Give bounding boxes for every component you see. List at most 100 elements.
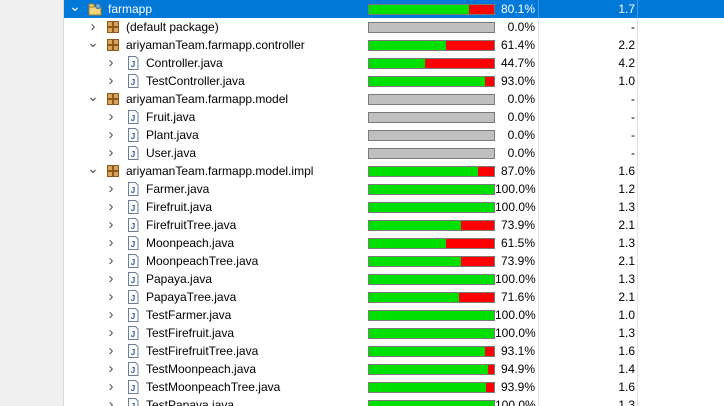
column-divider — [538, 252, 539, 270]
chevron-right-icon[interactable]: › — [108, 252, 114, 269]
complexity-value: 1.3 — [618, 326, 635, 340]
chevron-right-icon[interactable]: › — [108, 342, 114, 359]
column-divider — [538, 108, 539, 126]
tree-row[interactable]: › J FirefruitTree.java 73.9% 2.1 — [64, 216, 724, 234]
java-file-icon: J — [126, 128, 140, 142]
tree-row[interactable]: › J Controller.java 44.7% 4.2 — [64, 54, 724, 72]
tree-row[interactable]: › J Firefruit.java 100.0% 1.3 — [64, 198, 724, 216]
tree-row[interactable]: › J TestMoonpeach.java 94.9% 1.4 — [64, 360, 724, 378]
chevron-right-icon[interactable]: › — [108, 144, 114, 161]
java-file-icon: J — [126, 236, 140, 250]
coverage-percent: 100.0% — [495, 272, 536, 286]
column-divider — [637, 396, 638, 406]
svg-text:J: J — [131, 294, 135, 303]
package-icon — [106, 164, 120, 178]
column-divider — [637, 270, 638, 288]
tree-row[interactable]: › J User.java 0.0% - — [64, 144, 724, 162]
complexity-value: 1.3 — [618, 272, 635, 286]
tree-row[interactable]: › J Papaya.java 100.0% 1.3 — [64, 270, 724, 288]
column-divider — [538, 144, 539, 162]
tree-row[interactable]: › J TestPapaya.java 100.0% 1.3 — [64, 396, 724, 406]
coverage-bar — [368, 364, 495, 375]
chevron-right-icon[interactable]: › — [90, 18, 96, 35]
svg-text:J: J — [131, 312, 135, 321]
tree-item-label: farmapp — [108, 2, 153, 16]
tree-item-label: TestMoonpeach.java — [146, 362, 257, 376]
coverage-bar — [368, 292, 495, 303]
coverage-percent: 0.0% — [507, 146, 535, 160]
tree-row[interactable]: ⌄ ariyamanTeam.farmapp.model.impl 87.0% 1.6 — [64, 160, 724, 180]
complexity-value: 1.2 — [618, 182, 635, 196]
tree-item-label: TestMoonpeachTree.java — [146, 380, 281, 394]
tree-item-label: Farmer.java — [146, 182, 210, 196]
tree-row[interactable]: › J TestController.java 93.0% 1.0 — [64, 72, 724, 90]
svg-text:J: J — [131, 204, 135, 213]
column-divider — [538, 324, 539, 342]
tree-item-label: Plant.java — [146, 128, 199, 142]
chevron-right-icon[interactable]: › — [108, 234, 114, 251]
tree-row[interactable]: › J TestFarmer.java 100.0% 1.0 — [64, 306, 724, 324]
chevron-right-icon[interactable]: › — [108, 396, 114, 406]
coverage-percent: 71.6% — [500, 290, 535, 304]
chevron-right-icon[interactable]: › — [108, 180, 114, 197]
coverage-bar — [368, 184, 495, 195]
tree-row[interactable]: › J MoonpeachTree.java 73.9% 2.1 — [64, 252, 724, 270]
java-file-icon: J — [126, 362, 140, 376]
java-file-icon: J — [126, 272, 140, 286]
tree-row[interactable]: › J Farmer.java 100.0% 1.2 — [64, 180, 724, 198]
coverage-tree[interactable]: ⌄ farmapp 80.1% 1.7 › (default package) 0.0% - ⌄… — [64, 0, 724, 406]
chevron-right-icon[interactable]: › — [108, 72, 114, 89]
tree-row[interactable]: › J TestFirefruit.java 100.0% 1.3 — [64, 324, 724, 342]
chevron-right-icon[interactable]: › — [108, 216, 114, 233]
column-divider — [637, 234, 638, 252]
coverage-bar — [368, 76, 495, 87]
complexity-value: - — [631, 20, 635, 34]
chevron-right-icon[interactable]: › — [108, 108, 114, 125]
chevron-right-icon[interactable]: › — [108, 126, 114, 143]
chevron-down-icon[interactable]: ⌄ — [87, 88, 99, 104]
coverage-percent: 80.1% — [500, 2, 535, 16]
column-divider — [637, 18, 638, 36]
tree-row[interactable]: › J Moonpeach.java 61.5% 1.3 — [64, 234, 724, 252]
chevron-down-icon[interactable]: ⌄ — [87, 160, 99, 176]
tree-row[interactable]: › J TestMoonpeachTree.java 93.9% 1.6 — [64, 378, 724, 396]
coverage-percent: 100.0% — [495, 182, 536, 196]
column-divider — [538, 162, 539, 180]
svg-text:J: J — [131, 366, 135, 375]
chevron-right-icon[interactable]: › — [108, 198, 114, 215]
chevron-right-icon[interactable]: › — [108, 324, 114, 341]
tree-item-label: ariyamanTeam.farmapp.controller — [126, 38, 305, 52]
tree-row[interactable]: ⌄ farmapp 80.1% 1.7 — [64, 0, 724, 18]
java-file-icon: J — [126, 182, 140, 196]
complexity-value: 2.2 — [618, 38, 635, 52]
chevron-down-icon[interactable]: ⌄ — [87, 34, 99, 50]
column-divider — [637, 216, 638, 234]
coverage-bar — [368, 202, 495, 213]
chevron-right-icon[interactable]: › — [108, 378, 114, 395]
chevron-right-icon[interactable]: › — [108, 54, 114, 71]
tree-row[interactable]: › J PapayaTree.java 71.6% 2.1 — [64, 288, 724, 306]
tree-row[interactable]: › (default package) 0.0% - — [64, 18, 724, 36]
chevron-right-icon[interactable]: › — [108, 288, 114, 305]
chevron-right-icon[interactable]: › — [108, 270, 114, 287]
chevron-right-icon[interactable]: › — [108, 360, 114, 377]
tree-item-label: TestFirefruit.java — [146, 326, 235, 340]
coverage-percent: 100.0% — [495, 200, 536, 214]
chevron-down-icon[interactable]: ⌄ — [69, 0, 81, 14]
tree-row[interactable]: ⌄ ariyamanTeam.farmapp.model 0.0% - — [64, 88, 724, 108]
tree-row[interactable]: › J Fruit.java 0.0% - — [64, 108, 724, 126]
coverage-percent: 0.0% — [507, 128, 535, 142]
column-divider — [538, 396, 539, 406]
coverage-bar — [368, 112, 495, 123]
tree-row[interactable]: ⌄ ariyamanTeam.farmapp.controller 61.4% 2.2 — [64, 34, 724, 54]
chevron-right-icon[interactable]: › — [108, 306, 114, 323]
column-divider — [538, 342, 539, 360]
coverage-percent: 87.0% — [500, 164, 535, 178]
tree-row[interactable]: › J TestFirefruitTree.java 93.1% 1.6 — [64, 342, 724, 360]
tree-item-label: MoonpeachTree.java — [146, 254, 259, 268]
tree-row[interactable]: › J Plant.java 0.0% - — [64, 126, 724, 144]
column-divider — [538, 0, 539, 18]
coverage-percent: 100.0% — [495, 398, 536, 406]
coverage-bar — [368, 256, 495, 267]
complexity-value: 2.1 — [618, 218, 635, 232]
